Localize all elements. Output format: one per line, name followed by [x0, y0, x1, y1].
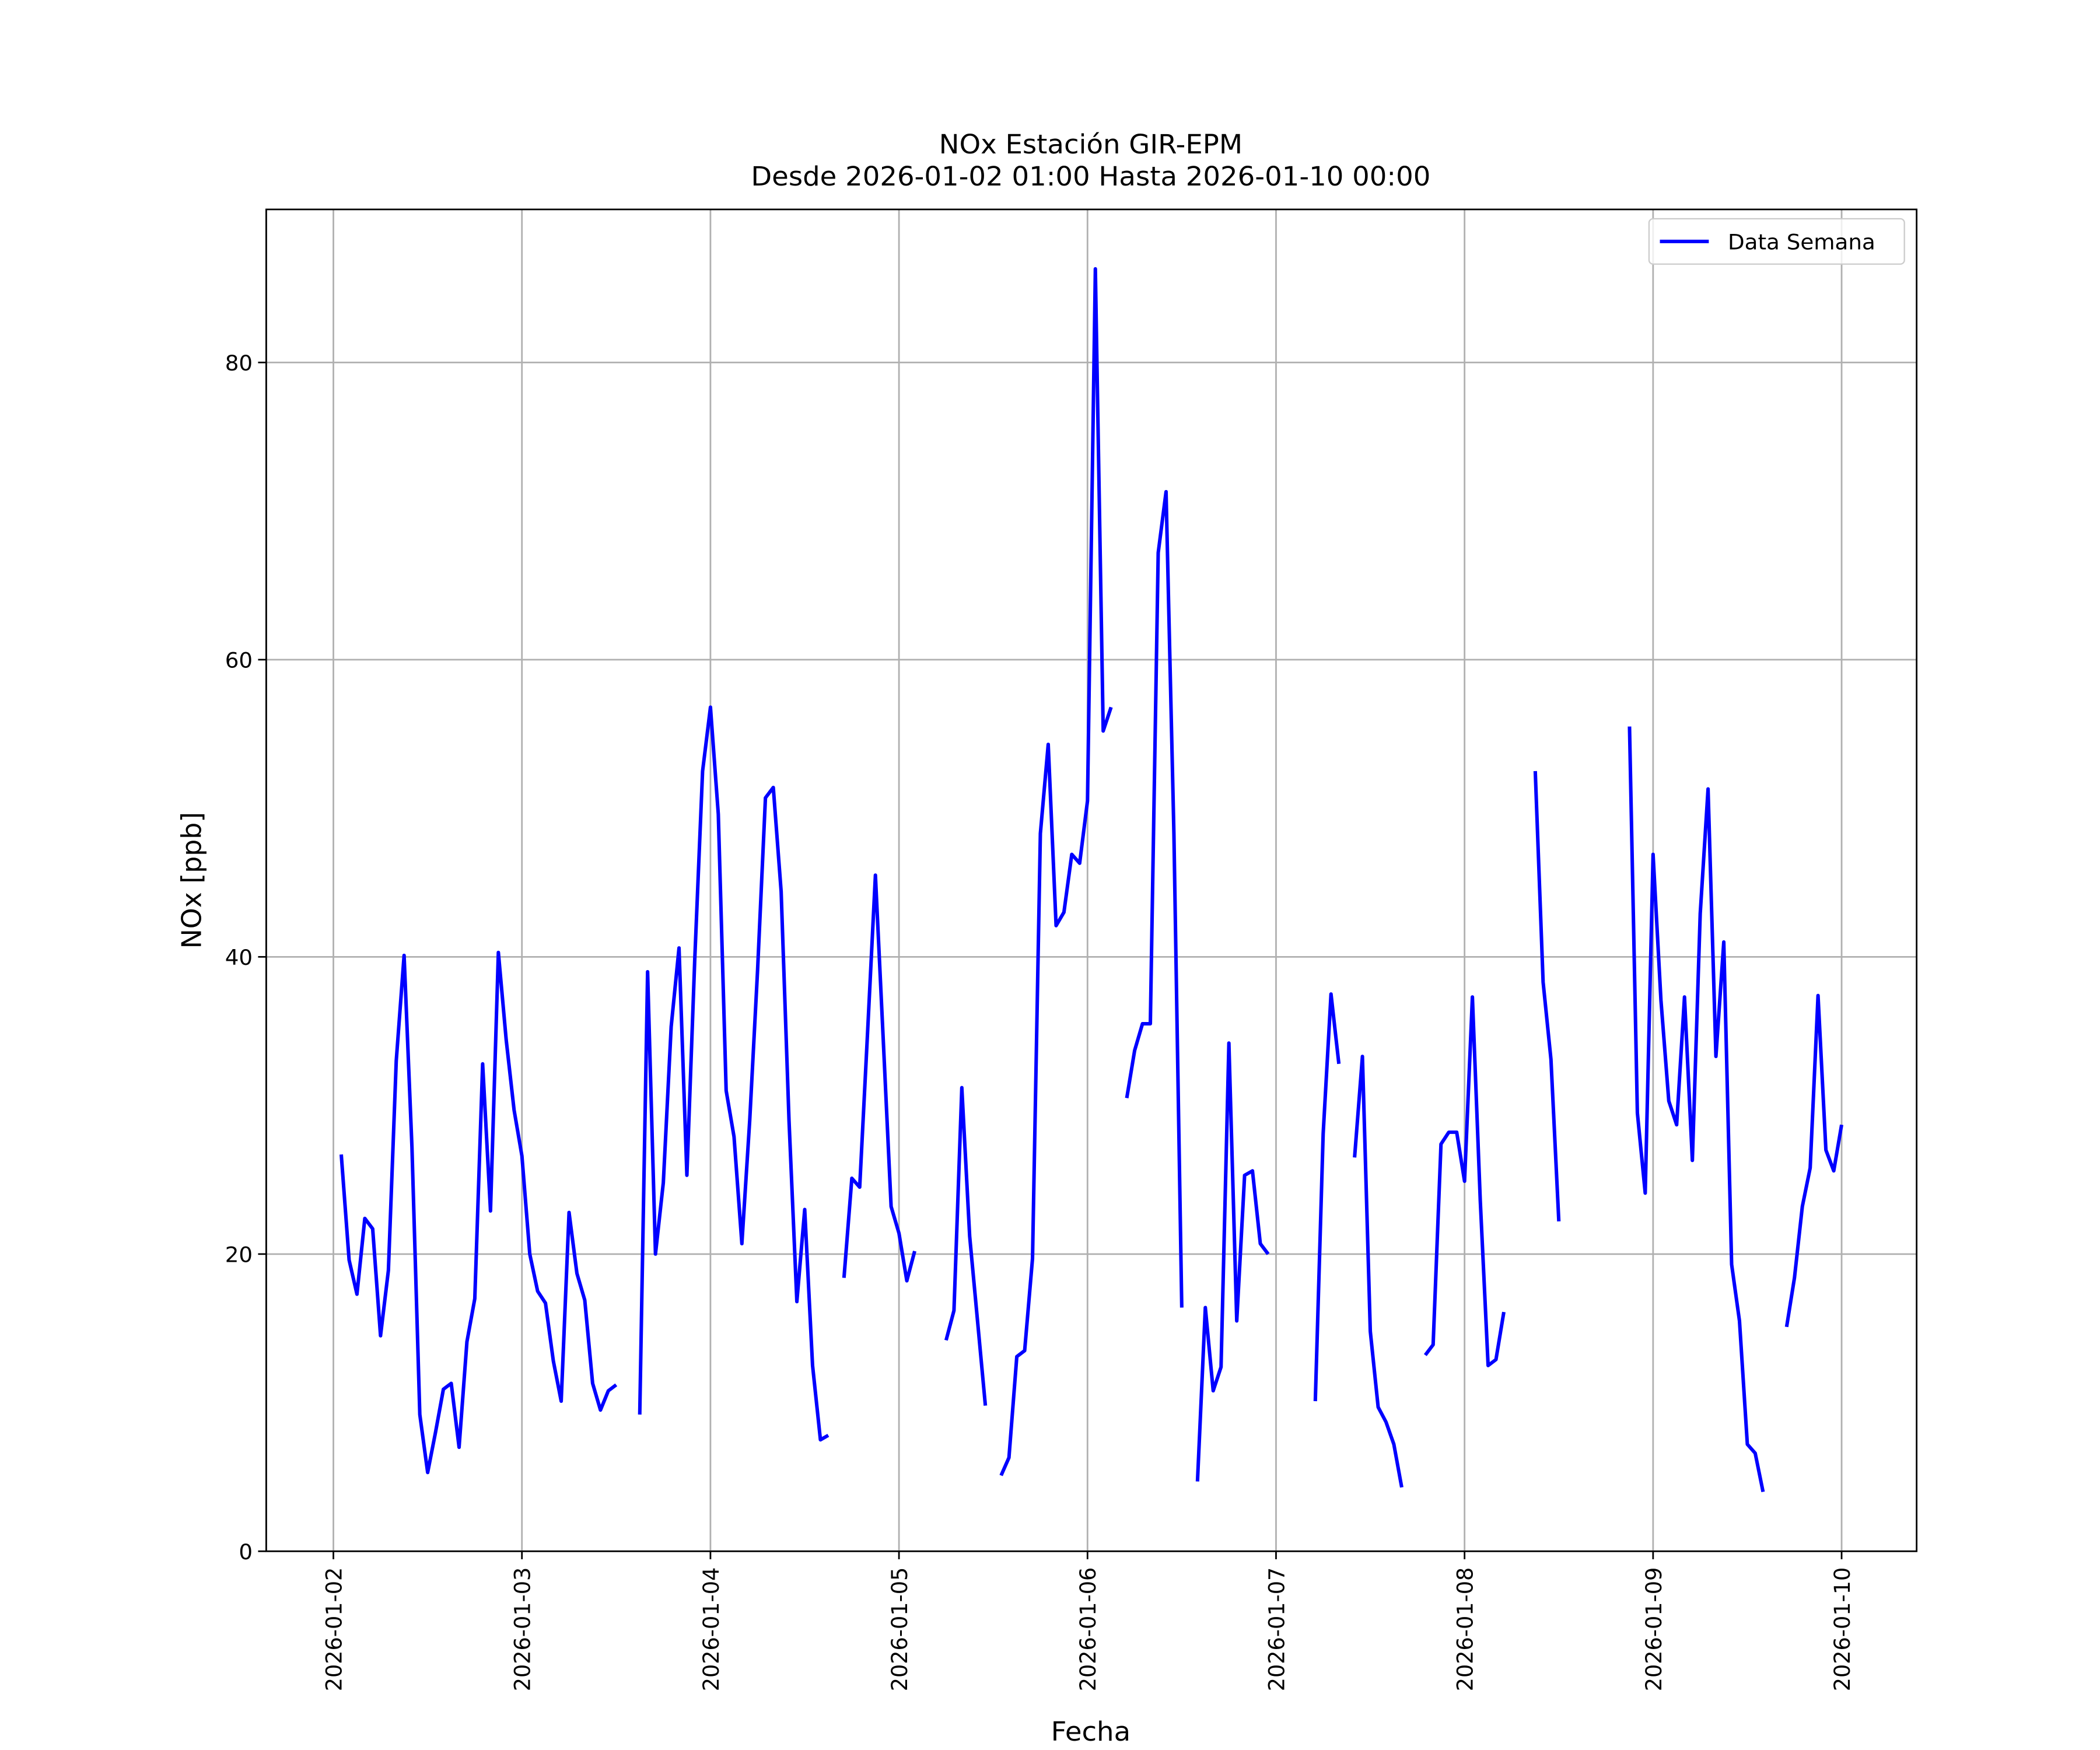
x-tick-label: 2026-01-02	[321, 1567, 346, 1692]
data-line	[339, 267, 1844, 1492]
y-tick-label: 20	[225, 1242, 253, 1268]
chart-title: NOx Estación GIR-EPM	[939, 128, 1242, 160]
x-tick-label: 2026-01-06	[1076, 1567, 1101, 1692]
y-axis-label: NOx [ppb]	[176, 812, 207, 949]
plot-frame	[265, 208, 1918, 1552]
x-axis-label: Fecha	[1051, 1716, 1131, 1747]
legend-label: Data Semana	[1728, 230, 1875, 255]
x-tick-label: 2026-01-03	[510, 1567, 535, 1692]
x-tick-label: 2026-01-09	[1642, 1567, 1667, 1692]
y-tick-label: 80	[225, 351, 253, 376]
x-tick-label: 2026-01-05	[887, 1567, 912, 1692]
x-tick-label: 2026-01-04	[699, 1567, 724, 1692]
chart-subtitle: Desde 2026-01-02 01:00 Hasta 2026-01-10 …	[751, 160, 1430, 192]
y-tick-label: 40	[225, 945, 253, 970]
x-tick-label: 2026-01-07	[1264, 1567, 1289, 1692]
x-tick-label: 2026-01-10	[1830, 1567, 1855, 1692]
x-tick-label: 2026-01-08	[1452, 1567, 1478, 1692]
legend-box	[1648, 218, 1905, 265]
y-tick-label: 60	[225, 648, 253, 673]
y-tick-label: 0	[239, 1539, 253, 1564]
